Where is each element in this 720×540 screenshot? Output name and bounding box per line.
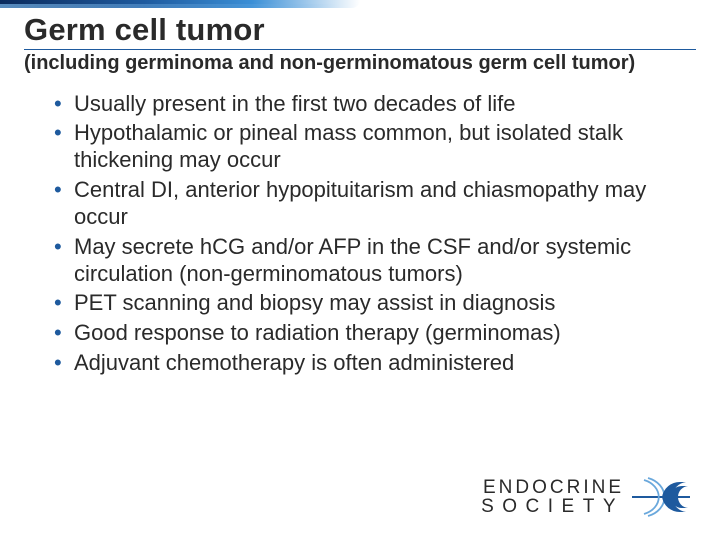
bullet-item: Adjuvant chemotherapy is often administe… — [54, 350, 696, 377]
bullet-item: Central DI, anterior hypopituitarism and… — [54, 177, 696, 231]
slide-title: Germ cell tumor — [24, 14, 696, 50]
logo-line1: ENDOCRINE — [481, 478, 624, 497]
bullet-item: PET scanning and biopsy may assist in di… — [54, 290, 696, 317]
logo-line2: SOCIETY — [481, 497, 624, 516]
bullet-item: May secrete hCG and/or AFP in the CSF an… — [54, 234, 696, 288]
bullet-list: Usually present in the first two decades… — [24, 91, 696, 377]
endocrine-society-logo-icon — [632, 476, 690, 518]
top-accent-bar — [0, 0, 360, 8]
slide-content: Germ cell tumor (including germinoma and… — [0, 0, 720, 377]
bullet-item: Usually present in the first two decades… — [54, 91, 696, 118]
footer-logo: ENDOCRINE SOCIETY — [481, 476, 690, 518]
logo-text: ENDOCRINE SOCIETY — [481, 478, 624, 516]
slide-subtitle: (including germinoma and non-germinomato… — [24, 52, 696, 75]
bullet-item: Good response to radiation therapy (germ… — [54, 320, 696, 347]
bullet-item: Hypothalamic or pineal mass common, but … — [54, 120, 696, 174]
